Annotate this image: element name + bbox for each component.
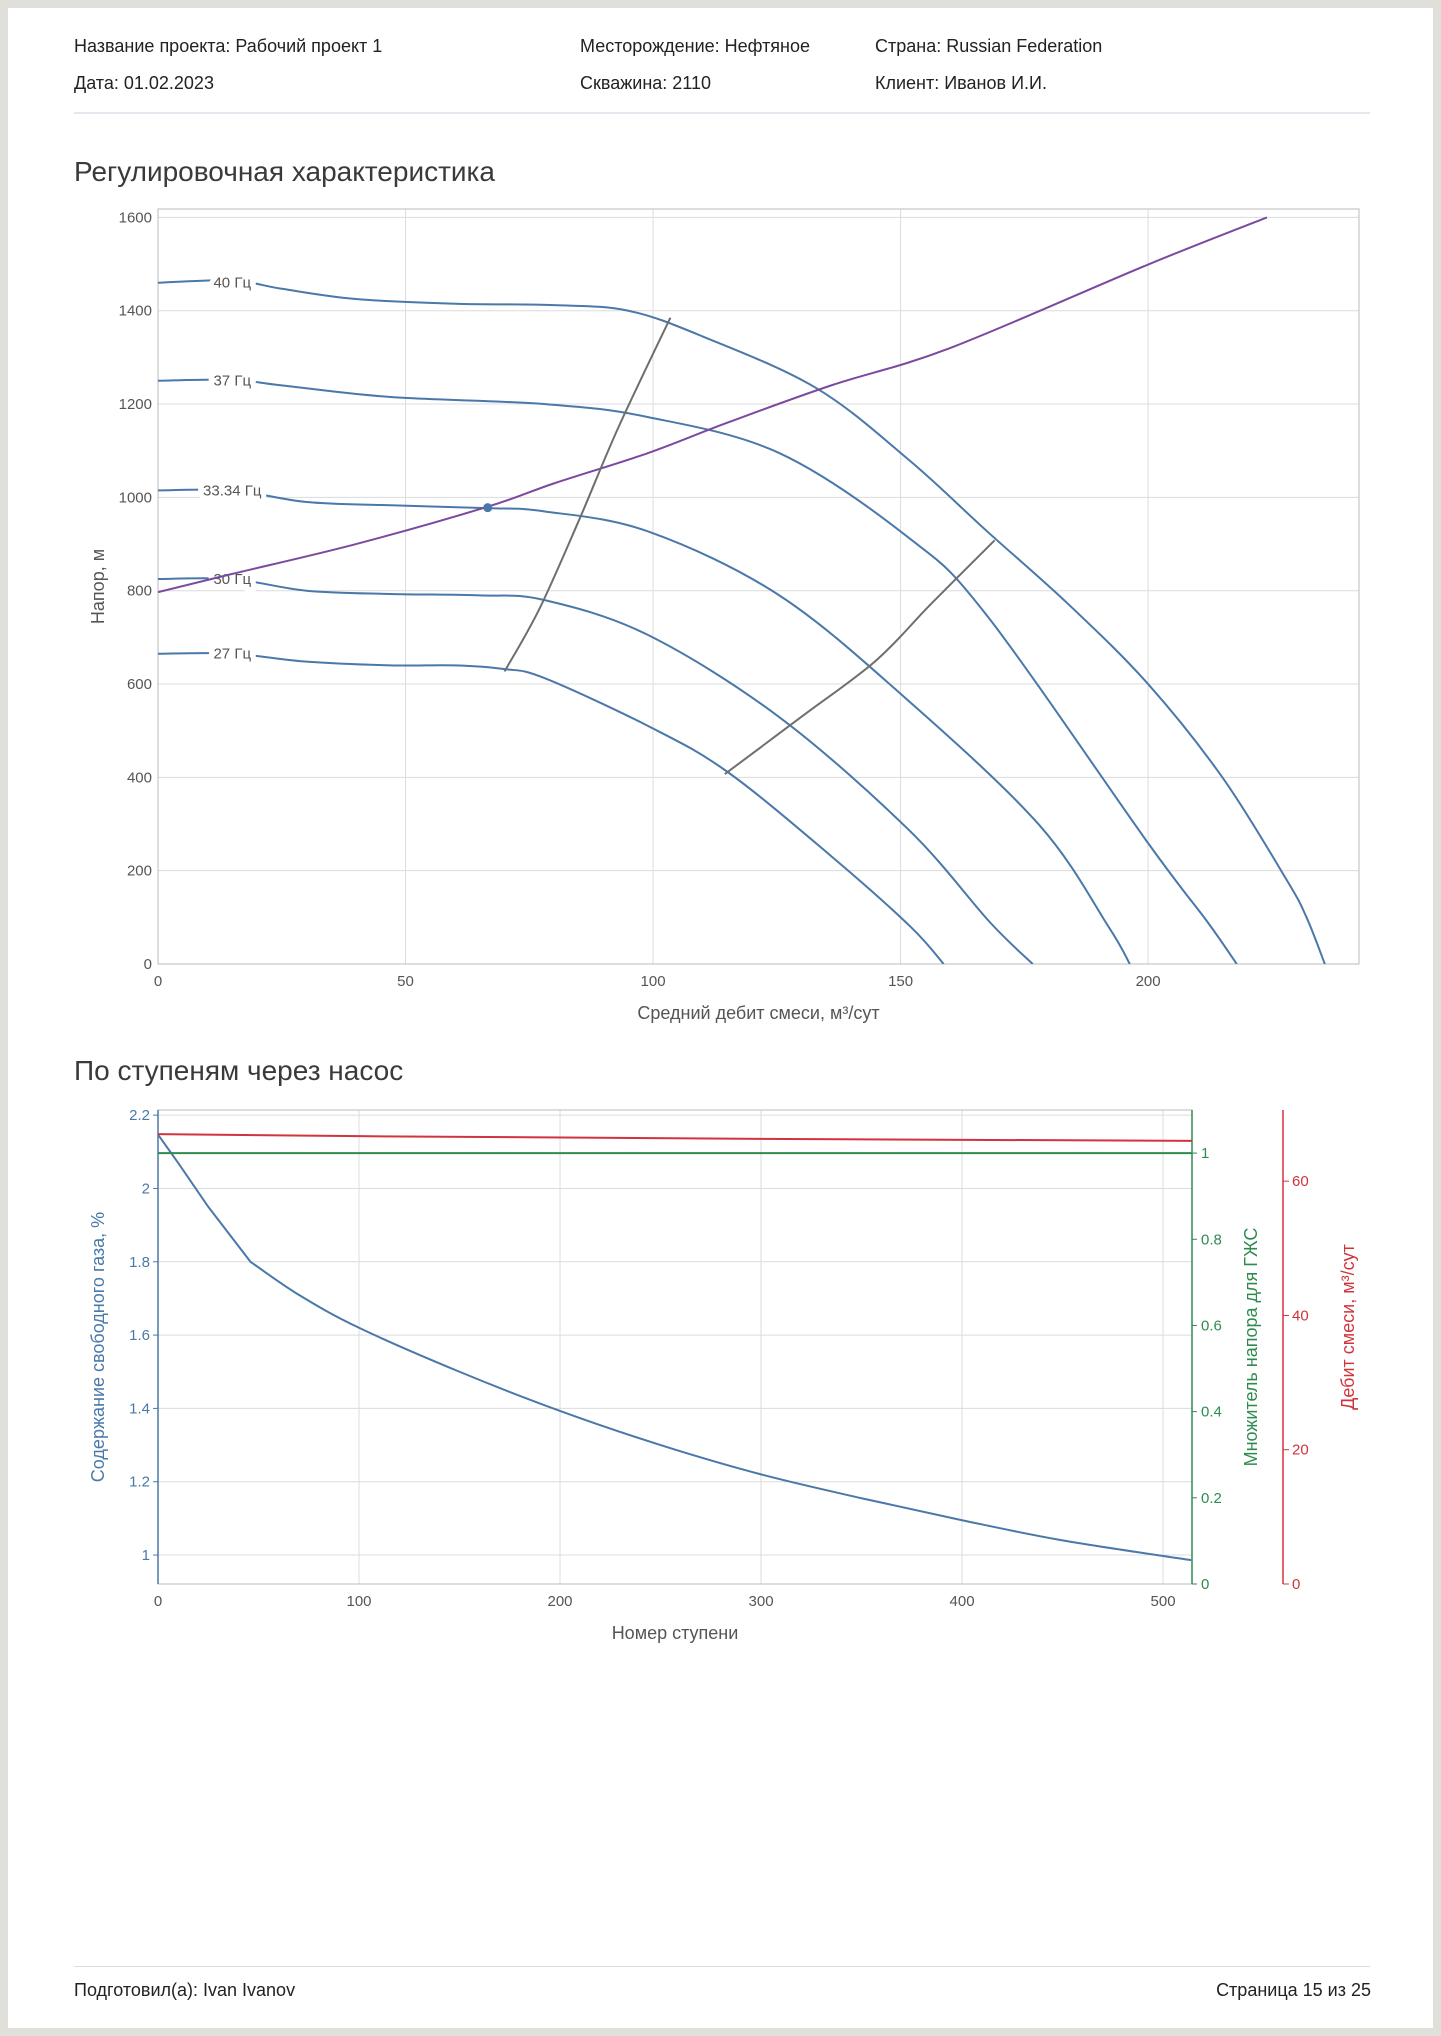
green-tick-label: 0.8 <box>1201 1231 1222 1248</box>
x-tick-label: 150 <box>888 973 913 990</box>
x-tick-label: 50 <box>397 973 414 990</box>
well-number: Скважина: 2110 <box>580 73 712 93</box>
red-tick-label: 0 <box>1292 1576 1300 1593</box>
x-tick-label: 500 <box>1151 1593 1176 1610</box>
x-tick-label: 100 <box>641 973 666 990</box>
y-tick-label: 800 <box>127 583 152 600</box>
client: Клиент: Иванов И.И. <box>875 73 1047 93</box>
green-tick-label: 0.2 <box>1201 1490 1222 1507</box>
regulating-characteristic-chart: 0 50 100 150 200 0 200 400 600 800 1000 1200 1400 160… <box>88 208 1360 1023</box>
left-tick-label: 1.8 <box>129 1254 150 1271</box>
x-tick-label: 200 <box>548 1593 573 1610</box>
red-tick-label: 60 <box>1292 1173 1309 1190</box>
red-tick-label: 20 <box>1292 1442 1309 1459</box>
left-tick-label: 1.6 <box>129 1327 150 1344</box>
chart1-title: Регулировочная характеристика <box>74 156 495 187</box>
frequency-curve <box>158 488 1131 964</box>
plot-frame <box>157 1109 1193 1585</box>
boundary-line <box>503 317 672 672</box>
project-name: Название проекта: Рабочий проект 1 <box>74 36 383 56</box>
boundary-line <box>724 539 996 775</box>
chart2-title: По ступеням через насос <box>74 1055 404 1086</box>
green-axis-label: Множитель напора для ГЖС <box>1241 1228 1261 1467</box>
red-tick-label: 40 <box>1292 1307 1309 1324</box>
x-axis-label: Номер ступени <box>612 1623 739 1643</box>
frequency-curve <box>158 279 1326 964</box>
left-tick-label: 2.2 <box>129 1107 150 1124</box>
left-series-line <box>157 1133 1192 1562</box>
country: Страна: Russian Federation <box>875 36 1103 56</box>
red-axis-label: Дебит смеси, м³/сут <box>1338 1244 1358 1410</box>
field-name: Месторождение: Нефтяное <box>580 36 811 56</box>
left-tick-label: 1.2 <box>129 1474 150 1491</box>
page-number: Страница 15 из 25 <box>1216 1980 1371 2000</box>
frequency-curve <box>158 652 945 964</box>
green-tick-label: 0.4 <box>1201 1404 1222 1421</box>
y-tick-label: 600 <box>127 676 152 693</box>
x-tick-label: 100 <box>346 1593 371 1610</box>
report-date: Дата: 01.02.2023 <box>74 73 214 93</box>
right2-series-line <box>157 1133 1193 1142</box>
left-tick-label: 2 <box>142 1180 150 1197</box>
y-tick-label: 400 <box>127 769 152 786</box>
y-tick-label: 1200 <box>119 396 152 413</box>
green-tick-label: 0.6 <box>1201 1317 1222 1334</box>
x-tick-label: 0 <box>154 1593 162 1610</box>
y-tick-label: 200 <box>127 863 152 880</box>
x-axis-label: Средний дебит смеси, м³/сут <box>637 1003 879 1023</box>
left-axis-label: Содержание свободного газа, % <box>88 1212 108 1482</box>
plot-frame <box>157 208 1360 965</box>
x-tick-label: 0 <box>154 973 162 990</box>
x-tick-label: 400 <box>950 1593 975 1610</box>
frequency-curve <box>158 378 1238 964</box>
left-tick-label: 1 <box>142 1547 150 1564</box>
x-tick-label: 200 <box>1136 973 1161 990</box>
y-tick-label: 1600 <box>119 209 152 226</box>
prepared-by: Подготовил(а): Ivan Ivanov <box>74 1980 296 2000</box>
x-tick-label: 300 <box>749 1593 774 1610</box>
operating-point <box>483 503 493 513</box>
y-axis-label: Напор, м <box>88 549 108 624</box>
header-divider <box>74 112 1370 114</box>
frequency-curve <box>158 577 1034 964</box>
y-tick-label: 0 <box>144 956 152 973</box>
y-tick-label: 1000 <box>119 489 152 506</box>
green-tick-label: 1 <box>1201 1145 1209 1162</box>
green-tick-label: 0 <box>1201 1576 1209 1593</box>
system-curve <box>158 216 1268 594</box>
footer-divider <box>74 1966 1370 1967</box>
y-tick-label: 1400 <box>119 303 152 320</box>
left-tick-label: 1.4 <box>129 1400 150 1417</box>
